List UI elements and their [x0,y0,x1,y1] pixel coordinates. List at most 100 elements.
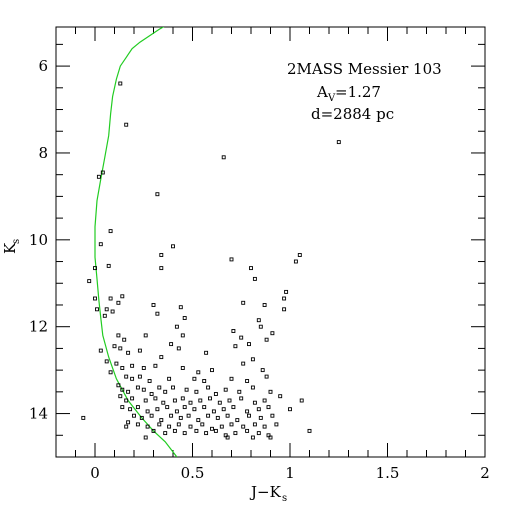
data-point [118,346,123,351]
data-point [120,405,125,410]
data-point [247,342,251,347]
data-point [250,357,255,362]
data-point [204,431,209,436]
data-point [155,192,160,197]
data-point [124,398,129,403]
y-tick-label: 14 [29,405,48,423]
data-point [139,415,144,420]
data-point [167,424,172,429]
data-points-layer [81,81,341,440]
data-point [186,413,191,418]
data-point [116,383,121,388]
data-point [264,337,269,342]
data-point [210,368,214,373]
data-point [270,331,275,336]
data-point [270,413,275,418]
data-point [180,366,185,370]
data-point [258,324,263,329]
data-point [176,346,181,351]
data-point [120,294,125,299]
data-point [112,344,117,349]
data-point [274,422,279,427]
data-point [225,413,230,418]
data-point [118,81,123,86]
data-point [262,303,267,307]
data-point [149,392,154,396]
data-point [135,422,140,427]
data-point [182,316,187,320]
data-point [128,407,133,412]
data-point [239,335,244,340]
data-point [252,422,257,427]
data-point [219,424,224,429]
data-point [206,385,211,390]
extinction-symbol: A [316,83,328,101]
data-point [241,300,246,305]
data-point [256,407,261,412]
data-point [159,355,164,360]
data-point [163,431,168,436]
x-axis-label: J−K s [249,483,287,504]
data-point [266,405,271,410]
y-grid-ticks: 6 8 10 12 14 [29,43,485,458]
data-point [102,313,107,318]
data-point [143,435,148,440]
data-point [192,407,197,412]
x-tick-label: 0.5 [181,464,205,482]
data-point [104,359,109,364]
data-point [188,424,193,429]
data-point [174,409,179,414]
data-point [233,344,238,349]
data-point [159,266,164,271]
data-point [153,396,158,401]
data-point [223,387,228,392]
data-point [229,376,234,381]
data-point [108,296,113,301]
data-point [192,376,197,381]
data-point [194,389,199,394]
data-point [126,420,131,425]
data-point [163,389,168,394]
data-point [229,422,234,427]
data-point [116,333,121,338]
data-point [284,289,289,294]
data-point [96,174,101,179]
data-point [231,329,236,333]
data-point [132,413,136,418]
data-point [122,337,127,342]
data-point [176,422,181,427]
data-point [266,433,271,438]
data-point [252,400,257,405]
data-point [137,348,142,353]
data-point [307,428,312,433]
data-point [196,418,201,423]
data-point [104,307,109,312]
data-point [130,363,135,368]
data-point [153,363,158,368]
data-point [172,428,177,433]
data-point [171,385,175,390]
data-point [182,431,187,436]
data-point [130,376,135,381]
data-point [256,318,261,323]
data-point [247,413,251,418]
data-point [120,366,125,370]
data-point [145,424,150,429]
data-point [114,361,119,366]
data-point [256,431,261,436]
data-point [143,398,148,403]
data-point [262,398,267,403]
data-point [202,379,207,383]
data-point [213,392,218,396]
data-point [297,253,302,257]
data-point [110,309,115,314]
data-point [245,428,250,433]
data-point [98,348,103,353]
data-point [221,407,226,412]
data-point [336,140,341,145]
data-point [231,405,236,410]
data-point [87,279,92,284]
y-tick-label: 8 [38,144,48,162]
data-point [178,305,183,310]
data-point [120,387,125,392]
